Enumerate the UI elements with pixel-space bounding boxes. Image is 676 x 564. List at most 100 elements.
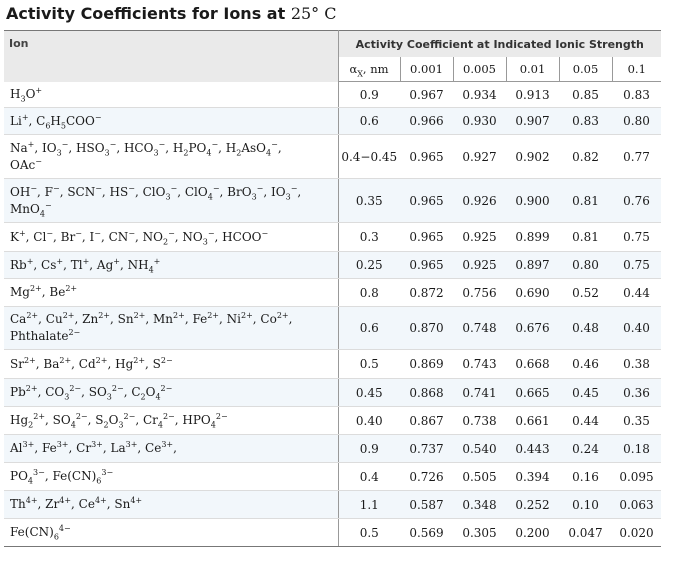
value-cell: 0.305 [453,518,506,547]
alpha-column-header: αX, nm [338,57,400,82]
alpha-cell: 1.1 [338,490,400,519]
value-cell: 0.726 [400,462,453,491]
value-cell: 0.16 [559,462,612,491]
activity-coefficient-table: Ion Activity Coefficient at Indicated Io… [4,30,661,547]
alpha-cell: 0.8 [338,278,400,307]
value-cell: 0.83 [559,107,612,135]
title-text: Activity Coefficients for Ions at [6,4,286,23]
alpha-cell: 0.5 [338,518,400,547]
alpha-cell: 0.3 [338,222,400,252]
value-cell: 0.913 [506,81,559,108]
alpha-cell: 0.9 [338,81,400,108]
value-cell: 0.18 [612,434,661,463]
ion-cell: Ca2+, Cu2+, Zn2+, Sn2+, Mn2+, Fe2+, Ni2+… [4,306,339,350]
value-cell: 0.505 [453,462,506,491]
value-cell: 0.741 [453,378,506,407]
value-cell: 0.867 [400,406,453,435]
value-cell: 0.44 [559,406,612,435]
value-cell: 0.76 [612,178,661,223]
ion-cell: Al3+, Fe3+, Cr3+, La3+, Ce3+, [4,434,339,463]
value-cell: 0.965 [400,251,453,279]
strength-header: 0.01 [505,57,559,82]
value-cell: 0.36 [612,378,661,407]
value-cell: 0.756 [453,278,506,307]
strength-header: 0.1 [611,57,661,82]
value-cell: 0.925 [453,222,506,252]
value-cell: 0.020 [612,518,661,547]
value-cell: 0.047 [559,518,612,547]
value-cell: 0.899 [506,222,559,252]
value-cell: 0.82 [559,134,612,179]
ion-cell: Pb2+, CO32−, SO32−, C2O42− [4,378,339,407]
value-cell: 0.81 [559,178,612,223]
value-cell: 0.690 [506,278,559,307]
value-cell: 0.44 [612,278,661,307]
value-cell: 0.24 [559,434,612,463]
value-cell: 0.927 [453,134,506,179]
value-cell: 0.85 [559,81,612,108]
value-cell: 0.252 [506,490,559,519]
value-cell: 0.676 [506,306,559,350]
alpha-cell: 0.6 [338,107,400,135]
value-cell: 0.872 [400,278,453,307]
value-cell: 0.965 [400,134,453,179]
value-cell: 0.966 [400,107,453,135]
value-cell: 0.77 [612,134,661,179]
alpha-cell: 0.35 [338,178,400,223]
alpha-cell: 0.40 [338,406,400,435]
value-cell: 0.83 [612,81,661,108]
alpha-cell: 0.4−0.45 [338,134,400,179]
value-cell: 0.925 [453,251,506,279]
ion-cell: Na+, IO3−, HSO3−, HCO3−, H2PO4−, H2AsO4−… [4,134,339,179]
value-cell: 0.897 [506,251,559,279]
value-cell: 0.40 [612,306,661,350]
value-cell: 0.394 [506,462,559,491]
ion-cell: Li+, C6H5COO− [4,107,339,135]
value-cell: 0.52 [559,278,612,307]
alpha-cell: 0.6 [338,306,400,350]
value-cell: 0.967 [400,81,453,108]
ion-cell: Rb+, Cs+, Tl+, Ag+, NH4+ [4,251,339,279]
strength-group-header: Activity Coefficient at Indicated Ionic … [338,30,661,57]
value-cell: 0.80 [559,251,612,279]
value-cell: 0.063 [612,490,661,519]
value-cell: 0.965 [400,222,453,252]
value-cell: 0.10 [559,490,612,519]
page-title: Activity Coefficients for Ions at 25° C [6,4,337,23]
value-cell: 0.907 [506,107,559,135]
value-cell: 0.902 [506,134,559,179]
value-cell: 0.934 [453,81,506,108]
strength-header: 0.001 [399,57,453,82]
value-cell: 0.665 [506,378,559,407]
value-cell: 0.80 [612,107,661,135]
value-cell: 0.38 [612,349,661,379]
ion-cell: K+, Cl−, Br−, I−, CN−, NO2−, NO3−, HCOO− [4,222,339,252]
ion-cell: Th4+, Zr4+, Ce4+, Sn4+ [4,490,339,519]
ion-cell: Fe(CN)64− [4,518,339,547]
strength-header: 0.05 [558,57,612,82]
value-cell: 0.737 [400,434,453,463]
value-cell: 0.75 [612,251,661,279]
value-cell: 0.81 [559,222,612,252]
value-cell: 0.540 [453,434,506,463]
value-cell: 0.348 [453,490,506,519]
value-cell: 0.35 [612,406,661,435]
value-cell: 0.095 [612,462,661,491]
alpha-cell: 0.4 [338,462,400,491]
value-cell: 0.587 [400,490,453,519]
ion-cell: Hg22+, SO42−, S2O32−, Cr42−, HPO42− [4,406,339,435]
strength-header: 0.005 [452,57,506,82]
ion-cell: Mg2+, Be2+ [4,278,339,307]
alpha-cell: 0.45 [338,378,400,407]
value-cell: 0.75 [612,222,661,252]
value-cell: 0.45 [559,378,612,407]
alpha-cell: 0.25 [338,251,400,279]
value-cell: 0.870 [400,306,453,350]
value-cell: 0.48 [559,306,612,350]
alpha-cell: 0.9 [338,434,400,463]
ion-cell: Sr2+, Ba2+, Cd2+, Hg2+, S2− [4,349,339,379]
value-cell: 0.569 [400,518,453,547]
value-cell: 0.200 [506,518,559,547]
ion-column-header: Ion [4,30,339,82]
value-cell: 0.443 [506,434,559,463]
